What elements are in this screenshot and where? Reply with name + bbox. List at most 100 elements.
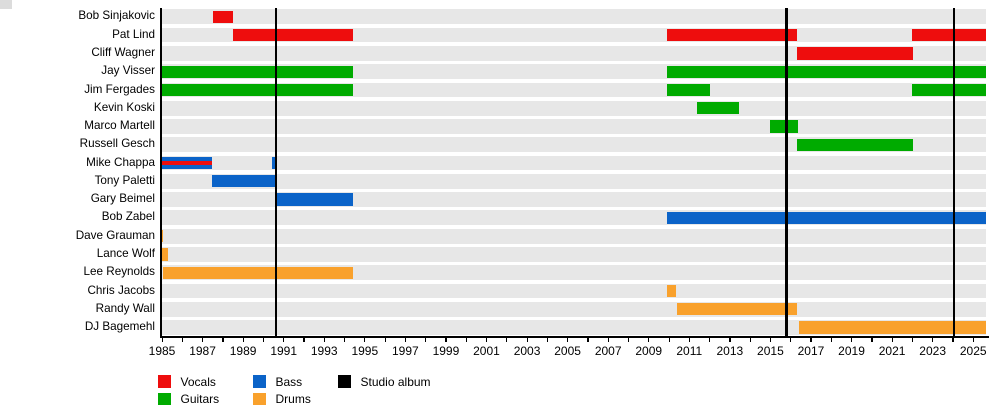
member-row-band xyxy=(162,100,986,116)
member-row-band xyxy=(162,9,986,25)
member-label: Bob Sinjakovic xyxy=(78,9,155,23)
studio-album-line xyxy=(952,8,956,337)
year-tick xyxy=(567,337,569,343)
year-tick xyxy=(627,337,630,343)
member-row-band xyxy=(162,137,986,153)
year-tick xyxy=(222,337,224,343)
x-axis-line xyxy=(160,336,989,338)
year-tick-label: 1989 xyxy=(229,344,257,358)
year-tick xyxy=(425,337,427,343)
legend-label-drums: Drums xyxy=(275,392,311,406)
year-tick xyxy=(202,337,204,343)
member-row-band xyxy=(162,119,986,134)
year-tick-label: 2009 xyxy=(635,344,663,358)
timeline-bar-vocals xyxy=(232,28,353,42)
timeline-bar-guitars xyxy=(162,65,353,78)
legend-swatch-vocals xyxy=(158,375,171,388)
year-tick xyxy=(891,337,893,343)
year-tick xyxy=(648,337,650,343)
year-tick xyxy=(506,337,508,343)
legend-swatch-guitars xyxy=(158,392,171,406)
timeline-bar-guitars xyxy=(770,120,799,133)
member-label: Lance Wolf xyxy=(96,247,155,260)
member-label: Jay Visser xyxy=(101,64,155,78)
y-axis-line xyxy=(160,8,162,337)
year-tick xyxy=(485,337,488,343)
member-label: Cliff Wagner xyxy=(91,45,155,59)
role-stripe-vocals xyxy=(162,160,213,165)
member-label: Russell Gesch xyxy=(79,137,155,151)
member-label: Marco Martell xyxy=(84,119,155,133)
timeline-bar-bass xyxy=(276,193,353,206)
timeline-bar-drums xyxy=(162,248,169,261)
timeline-bar-guitars xyxy=(696,102,740,115)
legend-swatch-drums xyxy=(253,392,266,406)
timeline-bar-drums xyxy=(666,284,676,298)
year-tick xyxy=(465,337,467,343)
year-tick-label: 2013 xyxy=(716,344,744,358)
member-row-band xyxy=(162,192,986,207)
year-tick xyxy=(830,337,832,343)
member-label: Lee Reynolds xyxy=(83,265,155,279)
member-label: Tony Paletti xyxy=(94,173,155,187)
year-tick xyxy=(161,337,163,343)
member-row-band xyxy=(162,155,986,171)
legend-item-bass: Bass xyxy=(253,375,302,389)
timeline-bar-vocals xyxy=(212,10,233,23)
year-tick xyxy=(303,337,305,343)
year-tick-label: 2001 xyxy=(473,344,500,358)
year-tick xyxy=(283,337,285,343)
year-tick xyxy=(344,337,346,343)
member-label: Pat Lind xyxy=(112,27,155,41)
legend-item-drums: Drums xyxy=(253,392,311,406)
studio-album-line xyxy=(784,8,788,337)
year-tick xyxy=(242,337,244,343)
timeline-bar-vocals xyxy=(666,28,798,42)
year-tick-label: 1991 xyxy=(270,344,298,358)
legend-item-vocals: Vocals xyxy=(158,375,216,389)
year-tick-label: 2023 xyxy=(919,344,946,358)
member-row-band xyxy=(162,301,986,317)
member-label: Jim Fergades xyxy=(84,82,155,96)
legend-item-album: Studio album xyxy=(338,375,431,389)
timeline-bar-vocals xyxy=(797,47,914,60)
member-row-band xyxy=(162,82,986,98)
member-label: Chris Jacobs xyxy=(87,283,155,297)
timeline-bar-vocals xyxy=(912,28,986,42)
member-label: Kevin Koski xyxy=(93,100,155,114)
member-row-band xyxy=(162,228,986,244)
year-tick xyxy=(668,337,670,343)
year-tick-label: 2025 xyxy=(959,344,987,358)
timeline-bar-bass xyxy=(272,156,276,170)
year-tick xyxy=(871,337,873,343)
year-tick xyxy=(911,337,914,343)
year-tick xyxy=(445,337,447,343)
year-tick xyxy=(688,337,690,343)
timeline-bar-bass xyxy=(666,211,986,225)
corner-artifact xyxy=(0,0,12,9)
year-tick-label: 2019 xyxy=(838,344,865,358)
timeline-bar-guitars xyxy=(162,83,353,97)
year-tick xyxy=(526,337,528,343)
timeline-bar-guitars xyxy=(666,65,986,78)
year-tick-label: 2007 xyxy=(594,344,622,358)
legend-label-bass: Bass xyxy=(275,374,303,389)
member-row-band xyxy=(162,320,986,335)
studio-album-line xyxy=(274,8,278,337)
year-tick-label: 1993 xyxy=(310,344,338,358)
timeline-bar-bass xyxy=(162,156,213,170)
year-tick xyxy=(323,337,325,343)
year-tick xyxy=(769,337,772,343)
year-tick xyxy=(729,337,731,343)
timeline-bar-drums xyxy=(677,303,797,316)
member-label: Randy Wall xyxy=(95,301,155,315)
legend-label-guitars: Guitars xyxy=(180,392,220,406)
member-row-band xyxy=(162,265,986,281)
year-tick-label: 2003 xyxy=(513,344,541,358)
legend-swatch-bass xyxy=(253,375,266,388)
member-label: Gary Beimel xyxy=(90,192,155,206)
year-tick xyxy=(972,337,974,343)
year-tick xyxy=(709,337,711,343)
member-label: Bob Zabel xyxy=(101,210,155,224)
year-tick xyxy=(587,337,589,343)
